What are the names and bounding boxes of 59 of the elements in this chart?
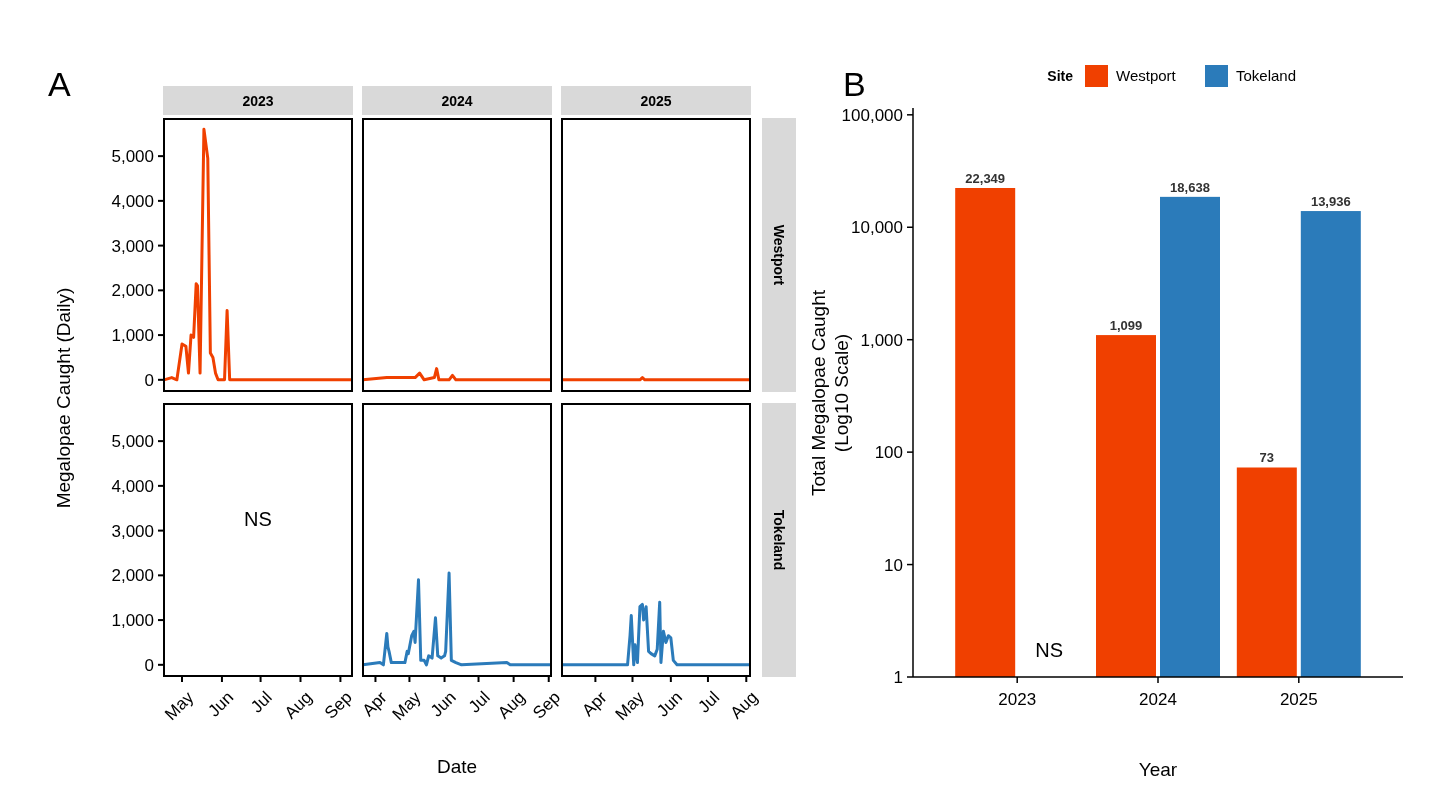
- y-tick-label: 5,000: [111, 147, 154, 167]
- x-tick-label: Jul: [694, 687, 724, 717]
- y-tick-label: 100,000: [841, 105, 903, 125]
- y-tick-label: 1: [893, 667, 903, 687]
- y-tick-label: 1,000: [111, 611, 154, 631]
- y-tick-label: 0: [144, 370, 154, 390]
- x-tick-label: Aug: [726, 687, 762, 723]
- legend-label: Tokeland: [1236, 67, 1297, 85]
- x-tick-label: May: [611, 687, 649, 724]
- x-tick-label: May: [388, 687, 426, 724]
- chart-title: 2024: [441, 93, 473, 109]
- y-tick-label: 10,000: [851, 218, 903, 238]
- x-tick-label: 2025: [1279, 690, 1318, 709]
- text: Tokeland: [771, 509, 788, 571]
- text: B: [843, 65, 866, 103]
- annotation: NS: [1035, 639, 1064, 662]
- x-tick-label: Aug: [280, 687, 316, 723]
- y-tick-label: 3,000: [111, 236, 154, 256]
- y-tick-label: 5,000: [111, 432, 154, 452]
- chart-title: 2023: [242, 93, 274, 109]
- x-tick-label: 2023: [998, 690, 1037, 709]
- data-label: 18,638: [1170, 179, 1210, 195]
- y-tick-label: 10: [884, 555, 903, 575]
- data-label: 1,099: [1109, 318, 1143, 334]
- y-tick-label: 3,000: [111, 521, 154, 541]
- y-tick-label: 0: [144, 655, 154, 675]
- x-tick-label: 2024: [1139, 690, 1177, 709]
- x-tick-label: Apr: [358, 687, 391, 720]
- chart-title: 2025: [640, 93, 672, 109]
- x-tick-label: Apr: [578, 687, 611, 720]
- legend-title: Site: [1047, 67, 1074, 84]
- data-label: 73: [1259, 450, 1275, 466]
- y-tick-label: 100: [874, 443, 903, 463]
- data-label: 13,936: [1310, 194, 1351, 210]
- text: A: [48, 65, 71, 103]
- y-tick-label: 1,000: [111, 326, 154, 346]
- y-tick-label: 4,000: [111, 191, 154, 211]
- data-label: 22,349: [965, 170, 1006, 186]
- x-tick-label: Sep: [529, 687, 564, 723]
- x-tick-label: May: [161, 687, 198, 724]
- x-tick-label: Jul: [464, 687, 494, 717]
- x-tick-label: Jun: [653, 687, 687, 721]
- y-tick-label: 2,000: [111, 566, 154, 586]
- annotation: NS: [244, 508, 272, 531]
- text: Westport: [771, 224, 788, 286]
- y-tick-label: 2,000: [111, 281, 154, 301]
- line-series: [162, 127, 354, 382]
- y-axis-title: Total Megalopae Caught (Log10 Scale): [808, 289, 852, 496]
- legend-label: Westport: [1116, 67, 1177, 85]
- x-tick-label: Aug: [494, 687, 529, 723]
- y-tick-label: 4,000: [111, 476, 154, 496]
- x-axis-title: Year: [1138, 759, 1178, 780]
- y-axis-title: Megalopae Caught (Daily): [53, 287, 74, 509]
- y-tick-label: 1,000: [860, 330, 903, 350]
- x-tick-label: Jul: [247, 687, 276, 717]
- x-tick-label: Jun: [426, 687, 460, 721]
- x-axis-title: Date: [436, 756, 478, 777]
- x-tick-label: Sep: [320, 687, 356, 723]
- x-tick-label: Jun: [204, 687, 238, 721]
